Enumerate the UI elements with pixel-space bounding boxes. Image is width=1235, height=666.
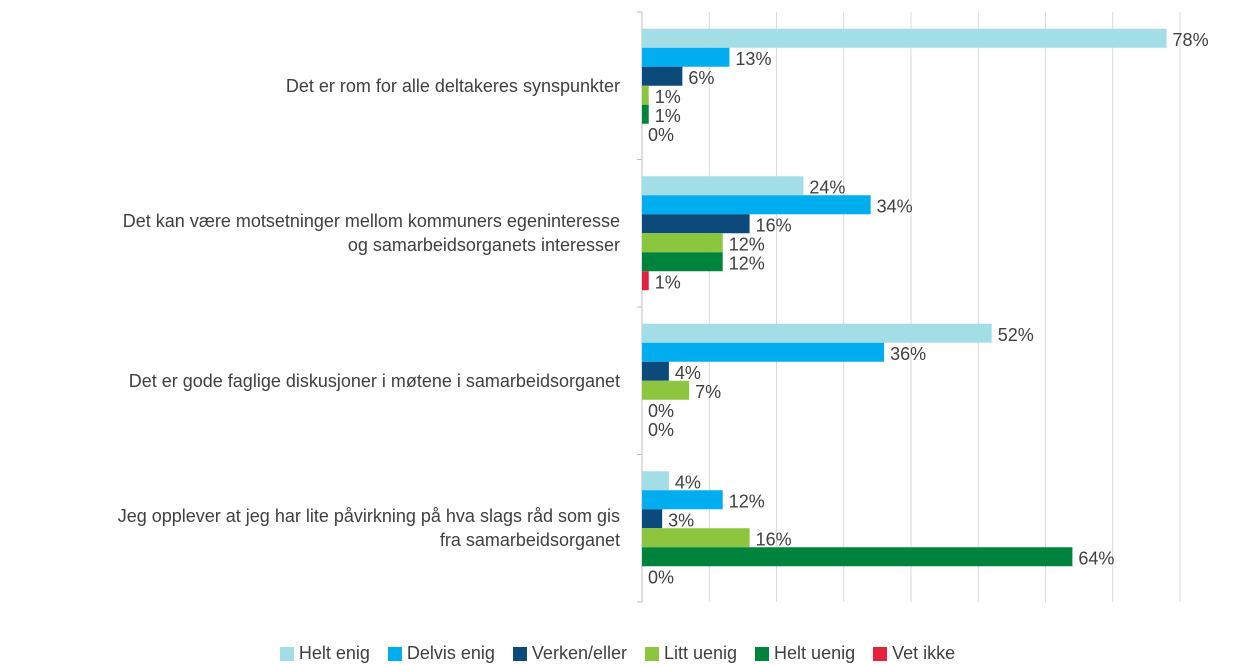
data-label: 1% (655, 273, 681, 293)
legend-label: Helt uenig (774, 643, 856, 663)
legend-label: Verken/eller (531, 643, 627, 663)
bar (642, 28, 1167, 48)
bar (642, 195, 871, 215)
bar (642, 528, 750, 548)
legend-item: Litt uenig (644, 643, 738, 664)
data-label: 34% (877, 197, 913, 217)
bar (642, 104, 649, 124)
bar (642, 85, 649, 105)
data-label: 16% (756, 216, 792, 236)
legend-item: Vet ikke (873, 643, 955, 664)
data-label: 1% (655, 87, 681, 107)
bar (642, 66, 683, 86)
data-label: 0% (648, 420, 674, 440)
bar (642, 323, 992, 343)
data-label: 0% (648, 125, 674, 145)
bar (642, 490, 723, 510)
data-label: 12% (729, 492, 765, 512)
data-label: 36% (890, 344, 926, 364)
data-label: 4% (675, 363, 701, 383)
legend-label: Vet ikke (892, 643, 956, 663)
legend-swatch (279, 646, 294, 661)
bar (642, 361, 669, 381)
data-label: 1% (655, 106, 681, 126)
bar (642, 509, 663, 529)
bar (642, 252, 723, 272)
legend-swatch (873, 646, 888, 661)
data-label: 0% (648, 568, 674, 588)
bar (642, 380, 690, 400)
legend-swatch (512, 646, 527, 661)
bar (642, 47, 730, 67)
data-label: 0% (648, 401, 674, 421)
legend-label: Litt uenig (663, 643, 738, 663)
bar (642, 471, 669, 491)
data-label: 7% (695, 382, 721, 402)
legend-item: Helt uenig (755, 643, 855, 664)
data-label: 4% (675, 473, 701, 493)
data-label: 12% (729, 254, 765, 274)
legend: Helt enig Delvis enig Verken/eller Litt uen… (0, 643, 1235, 664)
data-label: 3% (668, 511, 694, 531)
legend-item: Helt enig (279, 643, 370, 664)
data-label: 12% (729, 235, 765, 255)
data-label: 52% (998, 325, 1034, 345)
category-label: Jeg opplever at jeg har lite påvirkning … (117, 506, 620, 551)
bar (642, 176, 804, 196)
category-label: Det er gode faglige diskusjoner i møtene… (128, 370, 620, 391)
legend-label: Delvis enig (406, 643, 495, 663)
bar (642, 342, 885, 362)
category-label: Det kan være motsetninger mellom kommune… (122, 211, 620, 256)
legend-item: Verken/eller (512, 643, 627, 664)
legend-swatch (387, 646, 402, 661)
legend-label: Helt enig (298, 643, 370, 663)
bar (642, 547, 1073, 567)
data-label: 6% (688, 68, 714, 88)
bar (642, 214, 750, 234)
data-label: 13% (735, 49, 771, 69)
data-label: 64% (1078, 549, 1114, 569)
legend-item: Delvis enig (387, 643, 495, 664)
data-label: 78% (1173, 30, 1209, 50)
data-label: 16% (756, 530, 792, 550)
data-label: 24% (809, 178, 845, 198)
bar (642, 233, 723, 253)
category-label: Det er rom for alle deltakeres synspunkt… (285, 75, 620, 96)
bar (642, 271, 649, 291)
legend-swatch (755, 646, 770, 661)
legend-swatch (644, 646, 659, 661)
